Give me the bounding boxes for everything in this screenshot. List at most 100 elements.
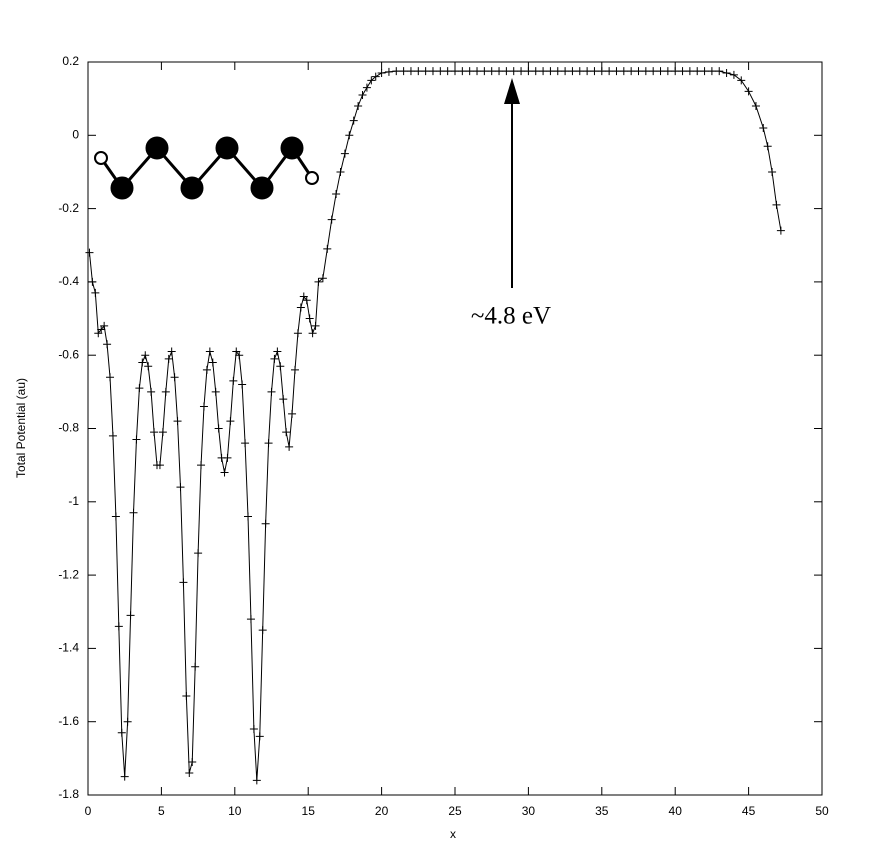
y-axis-label: Total Potential (au)	[14, 378, 28, 478]
point-marker	[473, 67, 482, 76]
point-marker	[135, 384, 144, 393]
x-tick-label: 25	[448, 804, 462, 818]
atom	[250, 176, 274, 200]
point-marker	[384, 67, 393, 76]
point-marker	[164, 354, 173, 363]
point-marker	[323, 244, 332, 253]
point-marker	[406, 67, 415, 76]
x-axis-label: x	[450, 827, 456, 841]
y-tick-label: -1	[68, 494, 79, 508]
point-marker	[123, 717, 132, 726]
atom	[110, 176, 134, 200]
point-marker	[480, 67, 489, 76]
point-marker	[273, 347, 282, 356]
point-marker	[270, 354, 279, 363]
point-marker	[311, 321, 320, 330]
point-marker	[144, 362, 153, 371]
point-marker	[308, 329, 317, 338]
point-marker	[458, 67, 467, 76]
point-marker	[634, 67, 643, 76]
point-marker	[693, 67, 702, 76]
point-marker	[546, 67, 555, 76]
point-marker	[597, 67, 606, 76]
point-marker	[539, 67, 548, 76]
point-marker	[619, 67, 628, 76]
point-marker	[715, 67, 724, 76]
point-marker	[744, 87, 753, 96]
point-marker	[261, 519, 270, 528]
point-marker	[729, 70, 738, 79]
point-marker	[722, 68, 731, 77]
point-marker	[214, 424, 223, 433]
point-marker	[114, 622, 123, 631]
point-marker	[238, 380, 247, 389]
point-marker	[451, 67, 459, 76]
y-tick-label: -1.8	[58, 787, 79, 801]
x-tick-label: 15	[302, 804, 316, 818]
point-marker	[768, 167, 777, 176]
y-tick-label: 0	[72, 127, 79, 141]
point-marker	[88, 277, 97, 286]
point-marker	[336, 167, 345, 176]
point-marker	[202, 365, 211, 374]
point-marker	[264, 439, 273, 448]
point-marker	[354, 101, 363, 110]
point-marker	[252, 776, 261, 785]
point-marker	[737, 76, 746, 85]
point-marker	[141, 351, 150, 360]
point-marker	[173, 417, 182, 426]
y-tick-label: -1.4	[58, 641, 79, 655]
point-marker	[685, 67, 694, 76]
x-tick-label: 50	[815, 804, 829, 818]
point-marker	[179, 578, 188, 587]
molecule-bonds	[99, 145, 314, 191]
point-marker	[129, 508, 138, 517]
point-marker	[421, 67, 430, 76]
point-marker	[465, 67, 474, 76]
point-marker	[132, 435, 141, 444]
point-marker	[678, 67, 687, 76]
point-marker	[279, 395, 288, 404]
y-tick-label: -0.4	[58, 274, 79, 288]
x-tick-label: 35	[595, 804, 609, 818]
point-marker	[182, 692, 191, 701]
point-marker	[399, 67, 408, 76]
point-marker	[443, 67, 452, 76]
point-marker	[340, 149, 349, 158]
point-marker	[553, 67, 562, 76]
point-marker	[367, 76, 376, 85]
point-marker	[332, 189, 341, 198]
x-tick-label: 30	[522, 804, 536, 818]
arrow-head	[504, 78, 520, 104]
point-marker	[249, 725, 258, 734]
point-marker	[349, 116, 358, 125]
atom	[215, 136, 239, 160]
point-marker	[138, 358, 147, 367]
point-marker	[296, 303, 305, 312]
point-marker	[106, 373, 115, 382]
point-marker	[276, 362, 285, 371]
point-marker	[208, 358, 217, 367]
point-marker	[290, 365, 299, 374]
x-tick-label: 10	[228, 804, 242, 818]
molecule	[94, 136, 319, 200]
point-marker	[358, 90, 367, 99]
y-tick-label: 0.2	[62, 54, 79, 68]
atom	[145, 136, 169, 160]
point-marker	[100, 321, 109, 330]
point-marker	[111, 512, 120, 521]
point-marker	[244, 512, 253, 521]
point-marker	[150, 428, 159, 437]
point-marker	[487, 67, 496, 76]
point-marker	[120, 772, 129, 781]
point-marker	[700, 67, 709, 76]
point-marker	[656, 67, 665, 76]
point-marker	[751, 101, 760, 110]
point-marker	[509, 67, 518, 76]
point-marker	[707, 67, 716, 76]
point-marker	[772, 200, 781, 209]
point-marker	[605, 67, 614, 76]
point-marker	[235, 351, 244, 360]
annotation: ~4.8 eV	[471, 303, 551, 330]
